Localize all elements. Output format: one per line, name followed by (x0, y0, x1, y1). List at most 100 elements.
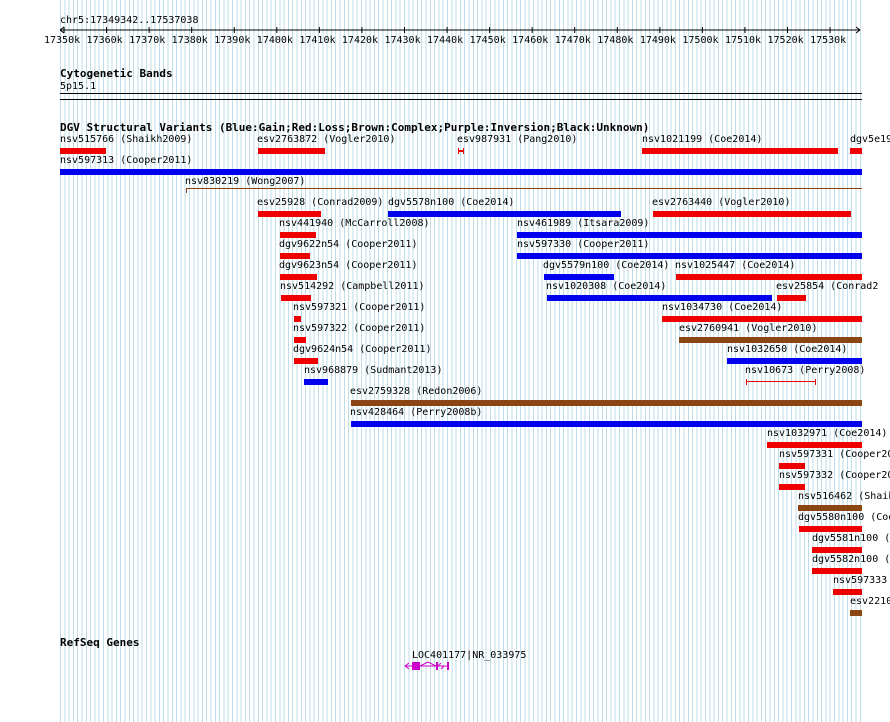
dgv-feature-bar[interactable] (679, 337, 862, 343)
dgv-feature-bar[interactable] (304, 379, 328, 385)
dgv-feature-label[interactable]: nsv441940 (McCarroll2008) (279, 218, 430, 229)
dgv-feature-bar[interactable] (779, 463, 805, 469)
dgv-feature-label[interactable]: nsv597330 (Cooper2011) (517, 239, 650, 250)
dgv-feature-bar[interactable] (294, 337, 306, 343)
dgv-feature-bar[interactable] (294, 316, 301, 322)
cytoband-label[interactable]: 5p15.1 (60, 81, 97, 92)
dgv-feature-label[interactable]: nsv597331 (Cooper20 (779, 449, 890, 460)
dgv-feature-label[interactable]: nsv597332 (Cooper20 (779, 470, 890, 481)
dgv-feature-bar[interactable] (294, 358, 318, 364)
dgv-feature-label[interactable]: dgv5582n100 (Co (812, 554, 890, 565)
dgv-feature-bar[interactable] (280, 232, 316, 238)
dgv-feature-bar[interactable] (812, 568, 862, 574)
dgv-feature-bar[interactable] (727, 358, 862, 364)
ruler-tick-label: 17430k (384, 35, 421, 46)
dgv-feature-label[interactable]: nsv1020308 (Coe2014) (546, 281, 667, 292)
dgv-feature-bar[interactable] (799, 526, 862, 532)
dgv-feature-bar[interactable] (544, 274, 614, 280)
dgv-feature-fill (459, 150, 463, 152)
dgv-feature-bar[interactable] (653, 211, 851, 217)
dgv-feature-label[interactable]: nsv968879 (Sudmant2013) (304, 365, 443, 376)
dgv-feature-label[interactable]: nsv1021199 (Coe2014) (642, 134, 763, 145)
gene-label[interactable]: LOC401177|NR_033975 (412, 650, 527, 661)
dgv-feature-label[interactable]: nsv428464 (Perry2008b) (350, 407, 483, 418)
dgv-feature-bar[interactable] (351, 421, 862, 427)
cytoband-track-title: Cytogenetic Bands (60, 67, 173, 80)
dgv-feature-label[interactable]: dgv9624n54 (Cooper2011) (293, 344, 432, 355)
dgv-feature-bar[interactable] (280, 274, 317, 280)
dgv-feature-label[interactable]: nsv597322 (Cooper2011) (293, 323, 426, 334)
cytoband-band[interactable] (60, 93, 862, 94)
dgv-track-title: DGV Structural Variants (Blue:Gain;Red:L… (60, 121, 650, 134)
ruler-tick-label: 17460k (512, 35, 549, 46)
dgv-feature-label[interactable]: dgv9622n54 (Cooper2011) (279, 239, 418, 250)
dgv-feature-bar[interactable] (458, 148, 464, 154)
dgv-feature-bar[interactable] (281, 295, 311, 301)
dgv-feature-label[interactable]: dgv5578n100 (Coe2014) (388, 197, 515, 208)
ruler-tick-label: 17480k (597, 35, 634, 46)
ruler-tick-label: 17450k (469, 35, 506, 46)
dgv-feature-label[interactable]: nsv461989 (Itsara2009) (517, 218, 650, 229)
dgv-feature-label[interactable]: esv25854 (Conrad2 (776, 281, 879, 292)
dgv-feature-label[interactable]: nsv1025447 (Coe2014) (675, 260, 796, 271)
dgv-feature-label[interactable]: dgv5e19 (850, 134, 890, 145)
gene-exon (436, 662, 438, 670)
dgv-feature-bar[interactable] (767, 442, 862, 448)
refseq-track-title: RefSeq Genes (60, 636, 140, 649)
ruler-tick-label: 17530k (810, 35, 847, 46)
dgv-feature-bar[interactable] (777, 295, 806, 301)
dgv-feature-label[interactable]: esv987931 (Pang2010) (457, 134, 578, 145)
dgv-feature-label[interactable]: dgv5581n100 (Co (812, 533, 890, 544)
dgv-feature-bar[interactable] (60, 169, 862, 175)
gene-intron (419, 661, 437, 667)
dgv-feature-label[interactable]: nsv1032971 (Coe2014) (767, 428, 888, 439)
dgv-feature-label[interactable]: nsv514292 (Campbell2011) (280, 281, 425, 292)
dgv-feature-label[interactable]: nsv516462 (Shaik (798, 491, 890, 502)
dgv-feature-bar[interactable] (779, 484, 805, 490)
dgv-feature-label[interactable]: dgv5579n100 (Coe2014) (543, 260, 670, 271)
dgv-feature-label[interactable]: esv25928 (Conrad2009) (257, 197, 384, 208)
dgv-feature-bar[interactable] (60, 148, 106, 154)
ruler-tick-label: 17440k (427, 35, 464, 46)
gene-strand-arrow-icon (437, 662, 445, 670)
dgv-feature-bar[interactable] (186, 188, 862, 193)
dgv-feature-line (747, 381, 815, 382)
dgv-feature-label[interactable]: nsv515766 (Shaikh2009) (60, 134, 193, 145)
dgv-feature-bar[interactable] (517, 232, 862, 238)
dgv-feature-label[interactable]: nsv597333 (833, 575, 888, 586)
dgv-feature-bar[interactable] (517, 253, 862, 259)
dgv-feature-bar[interactable] (280, 253, 310, 259)
dgv-feature-label[interactable]: nsv1034730 (Coe2014) (662, 302, 783, 313)
dgv-feature-bar[interactable] (676, 274, 862, 280)
dgv-feature-bar[interactable] (258, 211, 321, 217)
dgv-feature-bar[interactable] (812, 547, 862, 553)
dgv-feature-label[interactable]: nsv597321 (Cooper2011) (293, 302, 426, 313)
dgv-feature-label[interactable]: nsv10673 (Perry2008) (745, 365, 866, 376)
dgv-feature-bar[interactable] (258, 148, 325, 154)
dgv-feature-bar[interactable] (746, 379, 816, 385)
dgv-feature-label[interactable]: esv2763872 (Vogler2010) (257, 134, 396, 145)
dgv-feature-label[interactable]: nsv1032650 (Coe2014) (727, 344, 848, 355)
ruler-tick-label: 17350k (44, 35, 81, 46)
dgv-feature-bar[interactable] (833, 589, 862, 595)
dgv-feature-bar[interactable] (850, 610, 862, 616)
dgv-feature-bar[interactable] (850, 148, 862, 154)
dgv-feature-label[interactable]: esv2760941 (Vogler2010) (679, 323, 818, 334)
dgv-feature-bar[interactable] (642, 148, 838, 154)
dgv-feature-label[interactable]: nsv830219 (Wong2007) (185, 176, 306, 187)
dgv-feature-label[interactable]: nsv597313 (Cooper2011) (60, 155, 193, 166)
dgv-feature-bar[interactable] (798, 505, 862, 511)
gene-exon (447, 662, 449, 670)
dgv-feature-label[interactable]: esv2763440 (Vogler2010) (652, 197, 791, 208)
dgv-feature-bar[interactable] (351, 400, 862, 406)
dgv-feature-label[interactable]: dgv9623n54 (Cooper2011) (279, 260, 418, 271)
dgv-feature-label[interactable]: esv2759328 (Redon2006) (350, 386, 483, 397)
dgv-feature-bar[interactable] (547, 295, 772, 301)
dgv-feature-label[interactable]: esv2210 (850, 596, 890, 607)
dgv-feature-bar[interactable] (388, 211, 621, 217)
dgv-feature-label[interactable]: dgv5580n100 (Coe (798, 512, 890, 523)
gene-strand-arrow-icon (404, 662, 410, 670)
dgv-feature-bar[interactable] (662, 316, 862, 322)
ruler-tick-label: 17400k (256, 35, 293, 46)
ruler-tick-label: 17510k (724, 35, 762, 46)
